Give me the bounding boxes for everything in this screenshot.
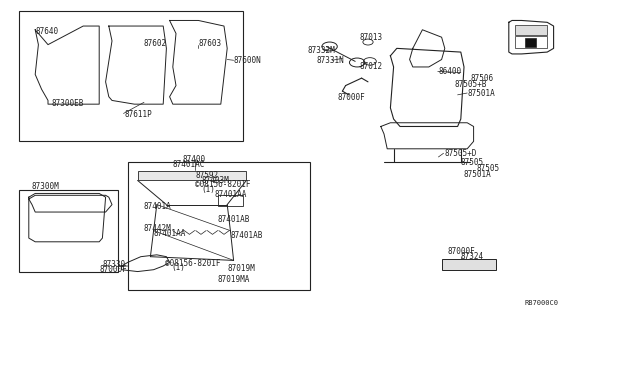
Text: 87600N: 87600N [234, 56, 261, 65]
Text: (1): (1) [202, 185, 216, 194]
Text: 87401A: 87401A [144, 202, 172, 211]
Bar [442, 259, 496, 270]
Text: 87019MA: 87019MA [218, 275, 250, 284]
Text: 87013: 87013 [360, 33, 383, 42]
Text: 87332M: 87332M [307, 46, 335, 55]
Text: 87602: 87602 [144, 39, 167, 48]
Bar [515, 25, 547, 35]
Text: 87331N: 87331N [317, 56, 344, 65]
Bar [218, 195, 243, 206]
Text: ©08156-8201F: ©08156-8201F [165, 259, 221, 267]
Text: 87401AA: 87401AA [154, 229, 186, 238]
Text: 87603: 87603 [198, 39, 221, 48]
Bar [128, 162, 310, 290]
Text: 87506: 87506 [470, 74, 493, 83]
Text: 87505+D: 87505+D [445, 149, 477, 158]
Text: 87330: 87330 [102, 260, 125, 269]
Text: 87401AA: 87401AA [214, 190, 247, 199]
Text: 87505+B: 87505+B [454, 80, 487, 89]
Text: 87019M: 87019M [227, 264, 255, 273]
Text: 87611P: 87611P [125, 110, 152, 119]
Text: 87505: 87505 [477, 164, 500, 173]
Text: 87000F: 87000F [338, 93, 365, 102]
Text: 87592: 87592 [195, 171, 218, 180]
Text: 87640: 87640 [36, 27, 59, 36]
Bar [19, 11, 243, 141]
Text: 87505: 87505 [461, 158, 484, 167]
Text: 87300M: 87300M [32, 182, 60, 191]
Bar [525, 38, 536, 46]
Bar [19, 190, 118, 272]
Text: 87501A: 87501A [464, 170, 492, 179]
Text: RB7000C0: RB7000C0 [525, 300, 559, 306]
Text: 86400: 86400 [438, 67, 461, 76]
Text: 87300EB: 87300EB [51, 99, 84, 108]
Text: 87000F: 87000F [448, 247, 476, 256]
Bar [515, 36, 547, 48]
Text: 87401AC: 87401AC [173, 160, 205, 169]
Text: 87403M: 87403M [202, 176, 229, 185]
Text: 87000F: 87000F [99, 265, 127, 274]
Bar [138, 171, 246, 180]
Text: 87400: 87400 [182, 155, 205, 164]
Text: 87324: 87324 [461, 252, 484, 261]
Text: 87401AB: 87401AB [218, 215, 250, 224]
Text: 87442M: 87442M [144, 224, 172, 233]
Text: 87012: 87012 [360, 62, 383, 71]
Text: 87501A: 87501A [467, 89, 495, 97]
Text: (1): (1) [172, 263, 186, 272]
Text: 87401AB: 87401AB [230, 231, 263, 240]
Text: ©08156-8201F: ©08156-8201F [195, 180, 251, 189]
